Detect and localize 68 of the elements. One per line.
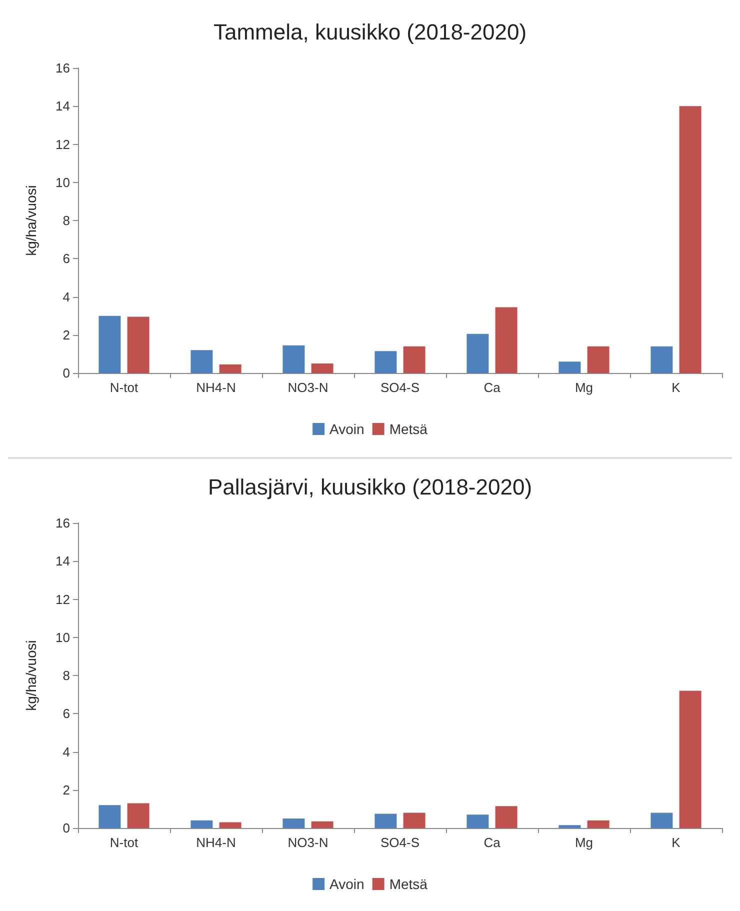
legend-label: Avoin [330,876,364,892]
y-tick-label: 14 [56,98,70,114]
y-tick-label: 10 [56,174,70,190]
y-tick-label: 12 [56,592,70,607]
bar [587,346,610,373]
x-tick-label: SO4-S [380,380,420,395]
x-tick-label: Mg [574,380,594,395]
bar [558,362,581,373]
legend-label: Metsä [389,876,428,892]
x-tick-label: SO4-S [380,835,420,850]
y-tick-label: 14 [56,554,70,569]
bar [282,345,305,373]
y-tick-label: 16 [56,516,70,530]
x-tick-label: N-tot [110,380,138,395]
y-axis-title: kg/ha/vuosi [23,185,39,256]
y-tick-label: 12 [56,136,70,152]
x-tick-label: NO3-N [288,380,328,395]
legend-label: Avoin [330,421,364,437]
x-tick-label: Ca [484,835,502,850]
bar [650,346,673,373]
y-tick-label: 6 [62,251,70,266]
y-tick-label: 6 [62,706,70,722]
bar [98,805,121,828]
y-tick-label: 4 [62,289,70,304]
bar [127,803,150,828]
x-tick-label: NH4-N [196,835,236,850]
chart-title: Pallasjärvi, kuusikko (2018-2020) [208,474,532,500]
bar [650,812,673,828]
bar [311,821,334,828]
x-tick-label: Ca [484,380,502,395]
y-tick-label: 0 [62,366,70,380]
chart-title: Tammela, kuusikko (2018-2020) [213,20,527,44]
bar [311,363,334,373]
x-tick-label: NH4-N [196,380,236,395]
bar [219,822,242,828]
bar [374,814,397,828]
bar [679,106,702,373]
y-tick-label: 16 [56,60,70,76]
legend-label: Metsä [389,421,428,437]
x-tick-label: K [672,835,681,850]
bar [190,350,213,373]
y-tick-label: 8 [62,213,70,228]
y-tick-label: 2 [62,327,70,342]
y-tick-label: 2 [62,782,70,798]
bar [587,820,610,828]
bar [679,690,702,828]
bar [374,351,397,373]
bar [282,818,305,828]
bar [98,316,121,373]
bar [495,806,518,828]
bar [558,825,581,828]
bar [190,820,213,828]
y-tick-label: 10 [56,630,70,645]
bar [495,307,518,373]
y-tick-label: 0 [62,820,70,836]
x-tick-label: N-tot [110,835,138,850]
bar [466,814,489,828]
y-tick-label: 8 [62,668,70,683]
bar [466,334,489,373]
bar [219,364,242,373]
y-tick-label: 4 [62,744,70,760]
x-tick-label: Mg [574,835,594,850]
y-axis-title: kg/ha/vuosi [23,640,39,711]
x-tick-label: K [672,380,681,395]
bar [403,812,426,828]
bar [127,316,150,373]
bar [403,346,426,373]
x-tick-label: NO3-N [288,835,328,850]
